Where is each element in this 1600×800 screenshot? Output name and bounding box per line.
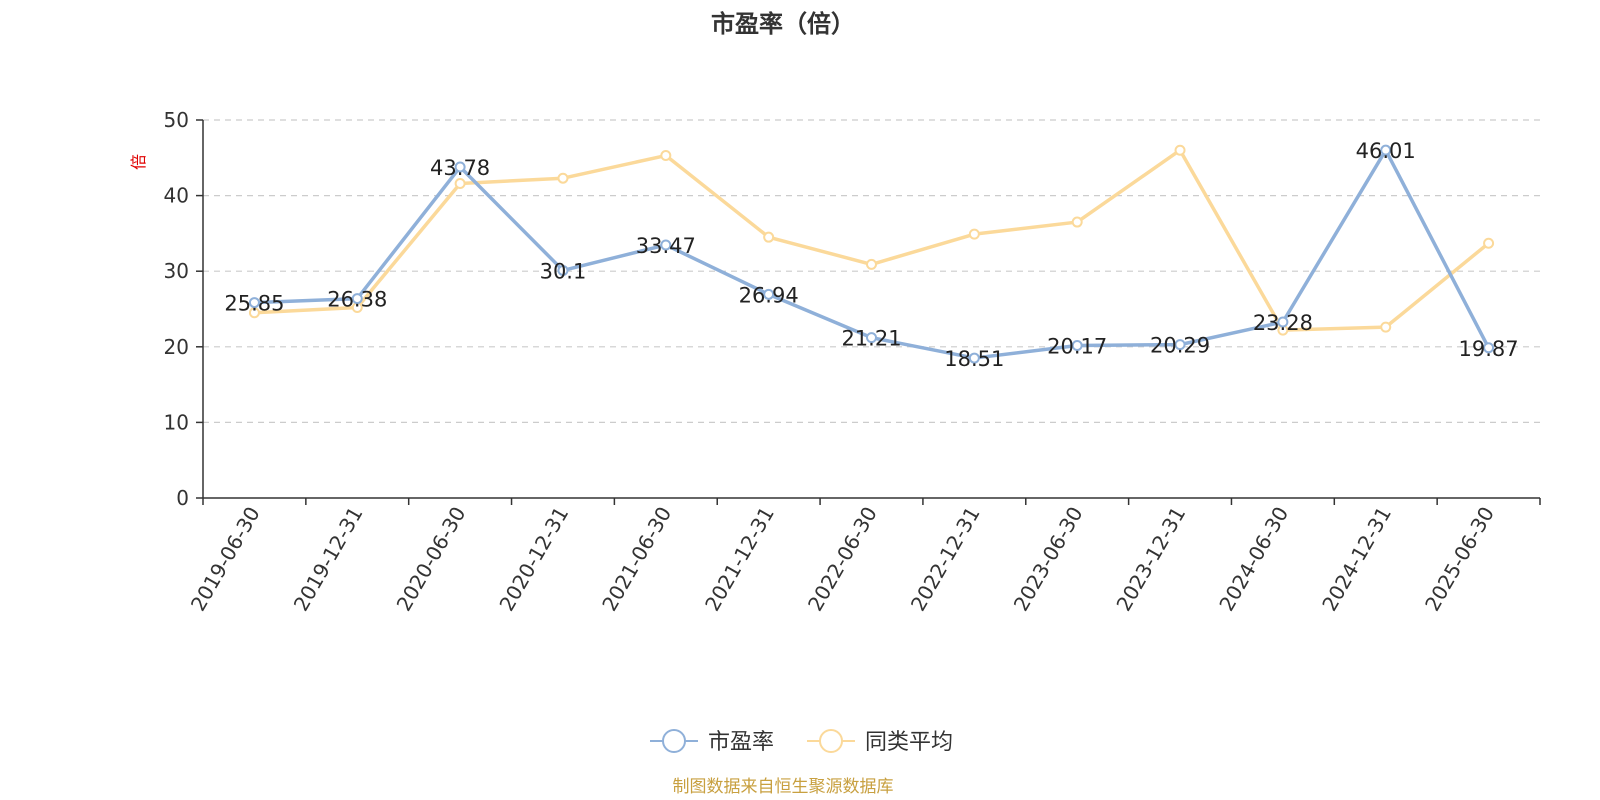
data-point[interactable] — [660, 239, 672, 251]
x-tick-label: 2025-06-30 — [1420, 503, 1499, 616]
y-tick-label: 30 — [164, 259, 189, 283]
x-tick-label: 2023-12-31 — [1111, 503, 1190, 616]
data-point[interactable] — [763, 288, 775, 300]
x-tick-label: 2019-12-31 — [289, 503, 368, 616]
data-point[interactable] — [866, 332, 877, 344]
x-tick-label: 2019-06-30 — [186, 503, 265, 616]
y-axis-ticks: 0 10 20 30 40 50 — [164, 108, 203, 510]
x-axis-ticks: 2019-06-30 2019-12-31 2020-06-30 2020-12-31… — [186, 498, 1541, 616]
chart-title: 市盈率（倍） — [711, 10, 855, 38]
legend-label: 同类平均 — [865, 730, 953, 755]
x-tick-label: 2024-06-30 — [1214, 503, 1293, 616]
y-tick-label: 20 — [164, 335, 189, 359]
data-label: 26.94 — [739, 283, 799, 307]
data-label: 25.85 — [224, 292, 284, 316]
y-tick-label: 50 — [164, 108, 189, 132]
data-point[interactable] — [248, 307, 260, 319]
legend[interactable]: 市盈率 同类平均 — [650, 729, 953, 755]
x-tick-label: 2020-06-30 — [392, 502, 471, 615]
x-tick-label: 2022-06-30 — [803, 503, 882, 616]
grid-lines — [203, 119, 1540, 423]
legend-item-0[interactable]: 市盈率 — [650, 729, 774, 755]
y-tick-label: 40 — [164, 184, 189, 208]
data-label: 19.87 — [1459, 337, 1519, 361]
data-point[interactable] — [660, 150, 672, 162]
data-point[interactable] — [968, 352, 980, 364]
data-point[interactable] — [1483, 237, 1495, 249]
data-point[interactable] — [454, 161, 466, 173]
data-label: 20.29 — [1150, 334, 1210, 358]
y-tick-label: 10 — [164, 410, 189, 434]
data-label: 46.01 — [1356, 139, 1416, 163]
data-point[interactable] — [1380, 144, 1392, 156]
data-point[interactable] — [557, 172, 569, 184]
data-label: 33.47 — [636, 234, 696, 258]
data-label: 26.38 — [327, 288, 387, 312]
series-lines — [248, 144, 1495, 364]
data-source-note: 制图数据来自恒生聚源数据库 — [673, 777, 894, 797]
x-tick-label: 2021-12-31 — [700, 503, 779, 616]
data-label: 43.78 — [430, 156, 490, 180]
legend-marker — [662, 729, 686, 753]
x-tick-label: 2020-12-31 — [494, 503, 573, 616]
data-point[interactable] — [248, 297, 260, 309]
data-point[interactable] — [1174, 144, 1186, 156]
y-tick-label: 0 — [176, 486, 189, 510]
data-label: 30.1 — [540, 259, 587, 283]
x-tick-label: 2021-06-30 — [597, 503, 676, 616]
data-labels: 25.85 26.38 43.78 30.1 33.47 26.94 21.21 18.51 2… — [224, 139, 1518, 371]
data-label: 21.21 — [841, 327, 901, 351]
data-label: 18.51 — [944, 347, 1004, 371]
data-point[interactable] — [1071, 216, 1083, 228]
y-axis-unit-label: 倍 — [129, 154, 148, 170]
x-tick-label: 2022-12-31 — [906, 503, 985, 616]
data-point[interactable] — [1277, 316, 1289, 328]
data-point[interactable] — [1380, 321, 1392, 333]
x-tick-label: 2023-06-30 — [1009, 503, 1088, 616]
data-point[interactable] — [557, 264, 569, 276]
legend-label: 市盈率 — [708, 730, 774, 755]
legend-marker — [819, 729, 843, 753]
data-point[interactable] — [351, 293, 363, 305]
data-label: 23.28 — [1253, 311, 1313, 335]
x-tick-label: 2024-12-31 — [1317, 503, 1396, 616]
axes — [202, 120, 1540, 499]
data-point[interactable] — [763, 231, 775, 243]
data-point[interactable] — [1071, 340, 1083, 352]
data-label: 20.17 — [1047, 335, 1107, 359]
data-point[interactable] — [968, 228, 980, 240]
data-point[interactable] — [1174, 339, 1186, 351]
legend-item-1[interactable]: 同类平均 — [807, 729, 953, 755]
data-point[interactable] — [866, 258, 877, 270]
data-point[interactable] — [1483, 342, 1495, 354]
data-point[interactable] — [454, 178, 466, 190]
